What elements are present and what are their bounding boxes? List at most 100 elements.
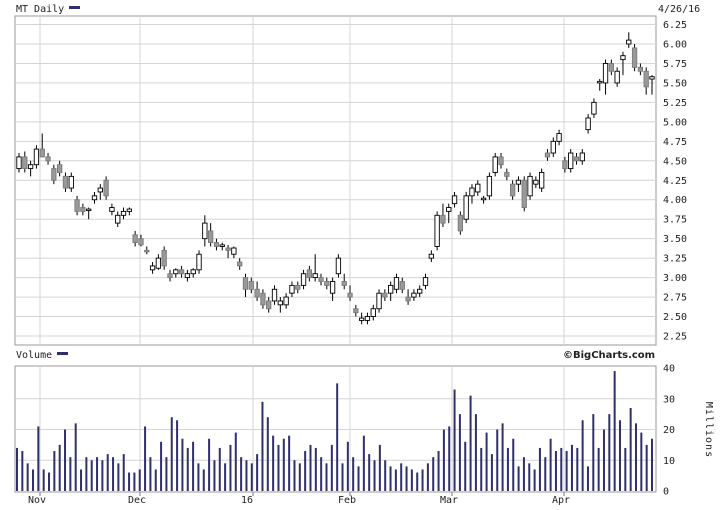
volume-bar (277, 444, 280, 491)
volume-bar (602, 429, 605, 491)
price-tick-label: 6.25 (663, 20, 687, 31)
volume-bar (186, 447, 189, 491)
candle-body (446, 207, 452, 212)
volume-bar (394, 469, 397, 491)
candle-body (80, 207, 86, 212)
volume-tick-label: 20 (663, 425, 675, 436)
candle-body (591, 101, 597, 115)
volume-bar (586, 466, 589, 491)
volume-bar (240, 457, 243, 491)
volume-bar (176, 420, 179, 491)
price-panel: 2.25 2.50 2.75 3.00 3.25 3.50 3.75 4.00 4.25 4.50… (14, 15, 687, 346)
candle-body (626, 39, 632, 45)
volume-bar (346, 441, 349, 491)
candle-body (434, 214, 440, 247)
candle-body (358, 317, 365, 321)
volume-bar (64, 429, 67, 491)
volume-bar (538, 447, 541, 491)
candle-body (440, 214, 446, 224)
candle-body (283, 296, 289, 306)
candle-body (45, 156, 51, 162)
candle-body (277, 300, 283, 306)
volume-bar (138, 469, 141, 491)
volume-bar (645, 444, 648, 491)
candle-body (515, 179, 522, 185)
candle-body (422, 277, 429, 286)
candle-body (417, 288, 423, 294)
candle-body (614, 70, 620, 84)
candle-body (573, 156, 580, 162)
volume-bar (53, 451, 56, 491)
volume-bar (592, 414, 595, 491)
volume-bar (21, 451, 24, 491)
volume-bar (373, 460, 376, 491)
volume-bar (197, 463, 200, 491)
candle-body (51, 168, 57, 181)
volume-bar (85, 457, 88, 491)
candle-body (138, 238, 144, 246)
month-tick-label: Nov (28, 495, 46, 506)
candle-body (457, 214, 464, 232)
candle-body (318, 277, 324, 282)
volume-bar (32, 469, 35, 491)
price-tick-label: 5.75 (663, 59, 687, 70)
candle-body (469, 187, 475, 197)
volume-bar (474, 414, 477, 491)
candle-body (33, 148, 40, 166)
volume-bar (389, 466, 392, 491)
volume-bar (181, 438, 184, 491)
candle-body (370, 308, 376, 317)
candle-body (248, 281, 254, 290)
volume-bar (384, 460, 387, 491)
candle-body (475, 183, 481, 193)
volume-bar (218, 447, 221, 491)
candle-body (376, 292, 382, 310)
candle-body (550, 140, 556, 154)
volume-bar (651, 438, 653, 491)
candle-body (405, 296, 411, 302)
price-tick-label: 3.75 (663, 215, 687, 226)
candle-body (585, 117, 591, 131)
candle-body (27, 164, 34, 170)
volume-bar (362, 435, 365, 491)
volume-bar (522, 457, 525, 491)
volume-bar (69, 457, 72, 491)
volume-bar (464, 441, 467, 491)
price-tick-label: 5.00 (663, 117, 687, 128)
candle-body (637, 66, 644, 72)
candle-body (254, 288, 260, 298)
volume-bar (341, 463, 344, 491)
candle-body (86, 208, 92, 212)
volume-bar (26, 463, 29, 491)
candle-body (527, 175, 533, 197)
volume-bar (597, 447, 600, 491)
volume-bar (224, 463, 227, 491)
volume-bar (352, 457, 355, 491)
volume-bar (421, 469, 424, 491)
volume-bar (42, 469, 45, 491)
volume-bar (37, 426, 40, 491)
candle-body (103, 179, 109, 197)
candle-body (219, 244, 225, 247)
volume-bar (202, 469, 205, 491)
volume-bar (336, 383, 339, 491)
volume-bar (96, 457, 99, 491)
candle-body (504, 172, 510, 177)
volume-bar (458, 414, 461, 491)
volume-bar (282, 438, 285, 491)
volume-bar (608, 414, 611, 491)
volume-bar (634, 423, 637, 491)
volume-bar (16, 447, 18, 491)
volume-bar (229, 444, 232, 491)
price-tick-label: 5.25 (663, 98, 687, 109)
candle-body (347, 292, 353, 298)
volume-bar (437, 451, 440, 491)
price-legend-swatch (69, 6, 80, 9)
volume-bar (192, 441, 195, 491)
volume-header: Volume ©BigCharts.com (16, 350, 655, 361)
candle-body (126, 208, 132, 212)
volume-bar (576, 447, 579, 491)
candle-body (388, 284, 394, 294)
price-tick-label: 5.50 (663, 78, 687, 89)
